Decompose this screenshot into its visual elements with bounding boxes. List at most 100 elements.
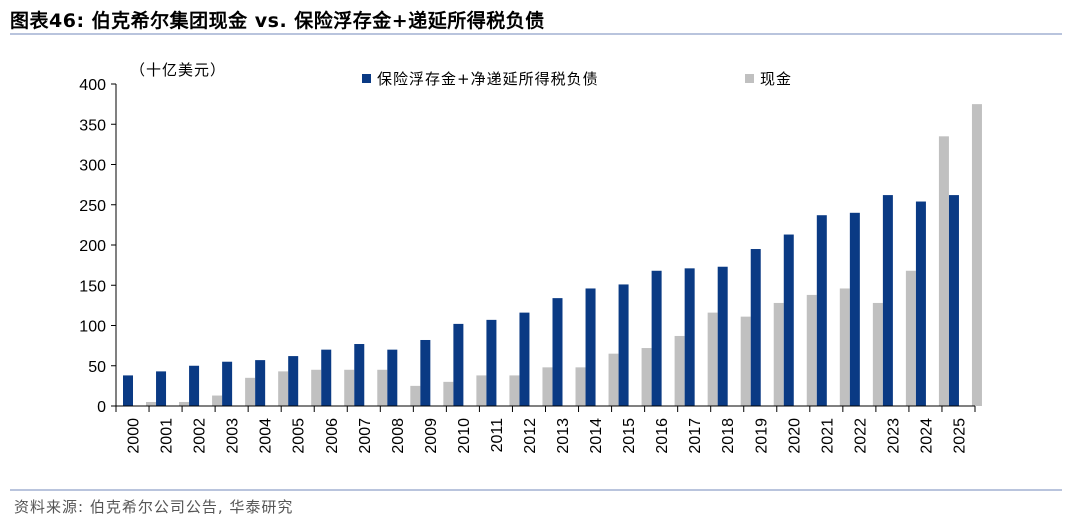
y-tick-label: 150 [79,278,106,295]
unit-label: （十亿美元） [130,61,226,79]
bar-float [948,195,959,406]
y-tick-label: 350 [79,117,106,134]
x-tick-label: 2007 [357,418,374,454]
x-tick-label: 2017 [687,418,704,454]
x-tick-label: 2019 [753,418,770,454]
bar-float [156,371,167,406]
bar-float [882,195,893,406]
bar-float [783,234,794,406]
legend-swatch [745,74,754,83]
bar-cash [311,369,322,406]
bar-float [189,365,200,406]
bar-cash [377,369,388,406]
x-tick-label: 2025 [951,418,968,454]
bar-cash [608,353,619,406]
bar-cash [938,136,949,406]
bar-float [519,312,530,406]
bar-cash [476,375,487,406]
y-axis: 0 50 100 150 200 250 300 350 400 [79,77,117,416]
x-tick-label: 2015 [621,418,638,454]
x-tick-label: 2016 [654,418,671,454]
x-tick-label: 2005 [291,418,308,454]
bar-cash [278,371,289,406]
bar-float [321,349,332,406]
bar-cash [806,294,817,406]
legend-swatch [362,74,371,83]
bar-cash [509,375,520,406]
y-tick-label: 0 [97,399,106,416]
bar-cash [443,381,454,406]
x-tick-label: 2012 [522,418,539,454]
bar-cash [707,312,718,406]
y-tick-label: 100 [79,319,106,336]
x-tick-label: 2009 [423,418,440,454]
x-tick-label: 2002 [192,418,209,454]
x-tick-label: 2008 [390,418,407,454]
x-axis: 2000 2001 2002 2003 2004 2005 2006 2007 2008 2009… [115,405,976,454]
footer-divider [10,489,1062,491]
x-tick-label: 2006 [324,418,341,454]
bar-float [585,288,596,406]
bar-cash [905,270,916,406]
bar-float [453,323,464,406]
bar-cash [179,401,190,406]
figure-title: 图表46: 伯克希尔集团现金 vs. 保险浮存金+递延所得税负债 [10,10,545,32]
x-tick-label: 2004 [258,418,275,454]
bar-cash [542,367,553,406]
bar-float [750,249,761,406]
bar-float [849,212,860,406]
x-tick-label: 2003 [225,418,242,454]
bar-float [651,270,662,406]
x-tick-label: 2024 [918,418,935,454]
source-note: 资料来源: 伯克希尔公司公告, 华泰研究 [14,498,294,516]
bar-float [486,319,497,406]
bar-float [420,339,431,406]
bar-cash [872,302,883,406]
bar-float [717,266,728,406]
x-tick-label: 2000 [126,418,143,454]
x-tick-label: 2023 [885,418,902,454]
bar-cash [146,401,156,406]
y-tick-label: 400 [79,77,106,94]
bar-cash [740,316,751,406]
bar-float [288,356,299,406]
bar-cash [641,348,652,406]
bar-float [618,284,629,406]
bar-cash [212,395,223,406]
bar-float [552,298,563,406]
bar-cash [839,288,850,406]
bar-float [354,344,365,406]
legend-label: 保险浮存金+净递延所得税负债 [377,70,599,88]
bar-cash [575,367,586,406]
bar-cash [410,385,421,406]
bar-cash [344,369,355,406]
y-tick-label: 300 [79,158,106,175]
bar-float [684,268,695,406]
x-tick-label: 2020 [786,418,803,454]
bar-cash [971,104,982,406]
bar-chart: （十亿美元） 保险浮存金+净递延所得税负债 现金 0 50 100 150 200 250 3… [79,61,982,454]
bar-float [123,375,133,406]
bar-cash [773,302,784,406]
x-tick-label: 2021 [819,418,836,454]
y-tick-label: 250 [79,198,106,215]
x-tick-label: 2022 [852,418,869,454]
legend-label: 现金 [760,70,792,88]
bar-float [816,215,827,406]
legend: 保险浮存金+净递延所得税负债 现金 [362,70,792,88]
y-tick-label: 50 [88,359,106,376]
x-tick-label: 2018 [720,418,737,454]
x-tick-label: 2001 [159,418,176,454]
bar-float [255,360,266,406]
x-tick-label: 2014 [588,418,605,454]
bar-cash [674,335,685,406]
bar-cash [245,377,256,406]
bars [123,104,982,406]
x-tick-label: 2010 [456,418,473,454]
y-tick-label: 200 [79,238,106,255]
bar-float [387,349,398,406]
bar-float [222,361,233,406]
bar-float [915,201,926,406]
x-tick-label: 2011 [489,418,506,453]
title-divider [10,33,1062,35]
